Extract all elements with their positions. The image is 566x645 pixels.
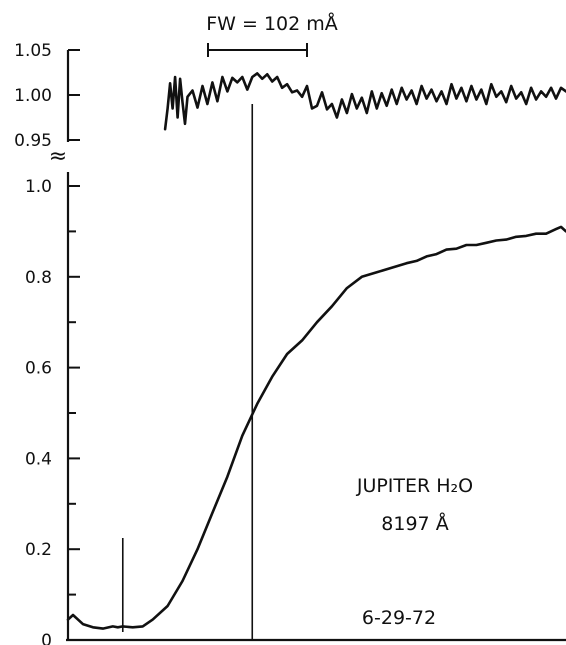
fw-label: FW = 102 mÅ bbox=[206, 12, 338, 35]
series-lines bbox=[66, 72, 566, 630]
lower-tick-label: 0.4 bbox=[25, 449, 52, 469]
jupiter-spectrum-line bbox=[66, 225, 566, 630]
lower-tick-label: 0.8 bbox=[25, 268, 52, 288]
lower-tick-label: 0.6 bbox=[25, 359, 52, 379]
upper-tick-label: 1.00 bbox=[14, 86, 52, 106]
upper-tick-label: 0.95 bbox=[14, 131, 52, 151]
lower-tick-label: 1.0 bbox=[25, 177, 52, 197]
upper-y-ticks: 1.05 1.00 0.95 bbox=[14, 41, 80, 151]
fw-scale-bar bbox=[207, 43, 308, 57]
wavelength-label: 8197 Å bbox=[381, 512, 448, 535]
target-label: JUPITER H₂O bbox=[356, 475, 473, 497]
lower-tick-label: 0.2 bbox=[25, 540, 52, 560]
ratio-spectrum-line bbox=[163, 72, 566, 131]
date-label: 6-29-72 bbox=[362, 607, 436, 629]
upper-tick-label: 1.05 bbox=[14, 41, 52, 61]
lower-y-ticks: 0 0.2 0.4 0.6 0.8 1.0 bbox=[25, 177, 80, 645]
line-markers bbox=[121, 104, 254, 640]
axis-break-symbol: ≈ bbox=[49, 144, 67, 169]
lower-tick-label: 0 bbox=[41, 631, 52, 645]
